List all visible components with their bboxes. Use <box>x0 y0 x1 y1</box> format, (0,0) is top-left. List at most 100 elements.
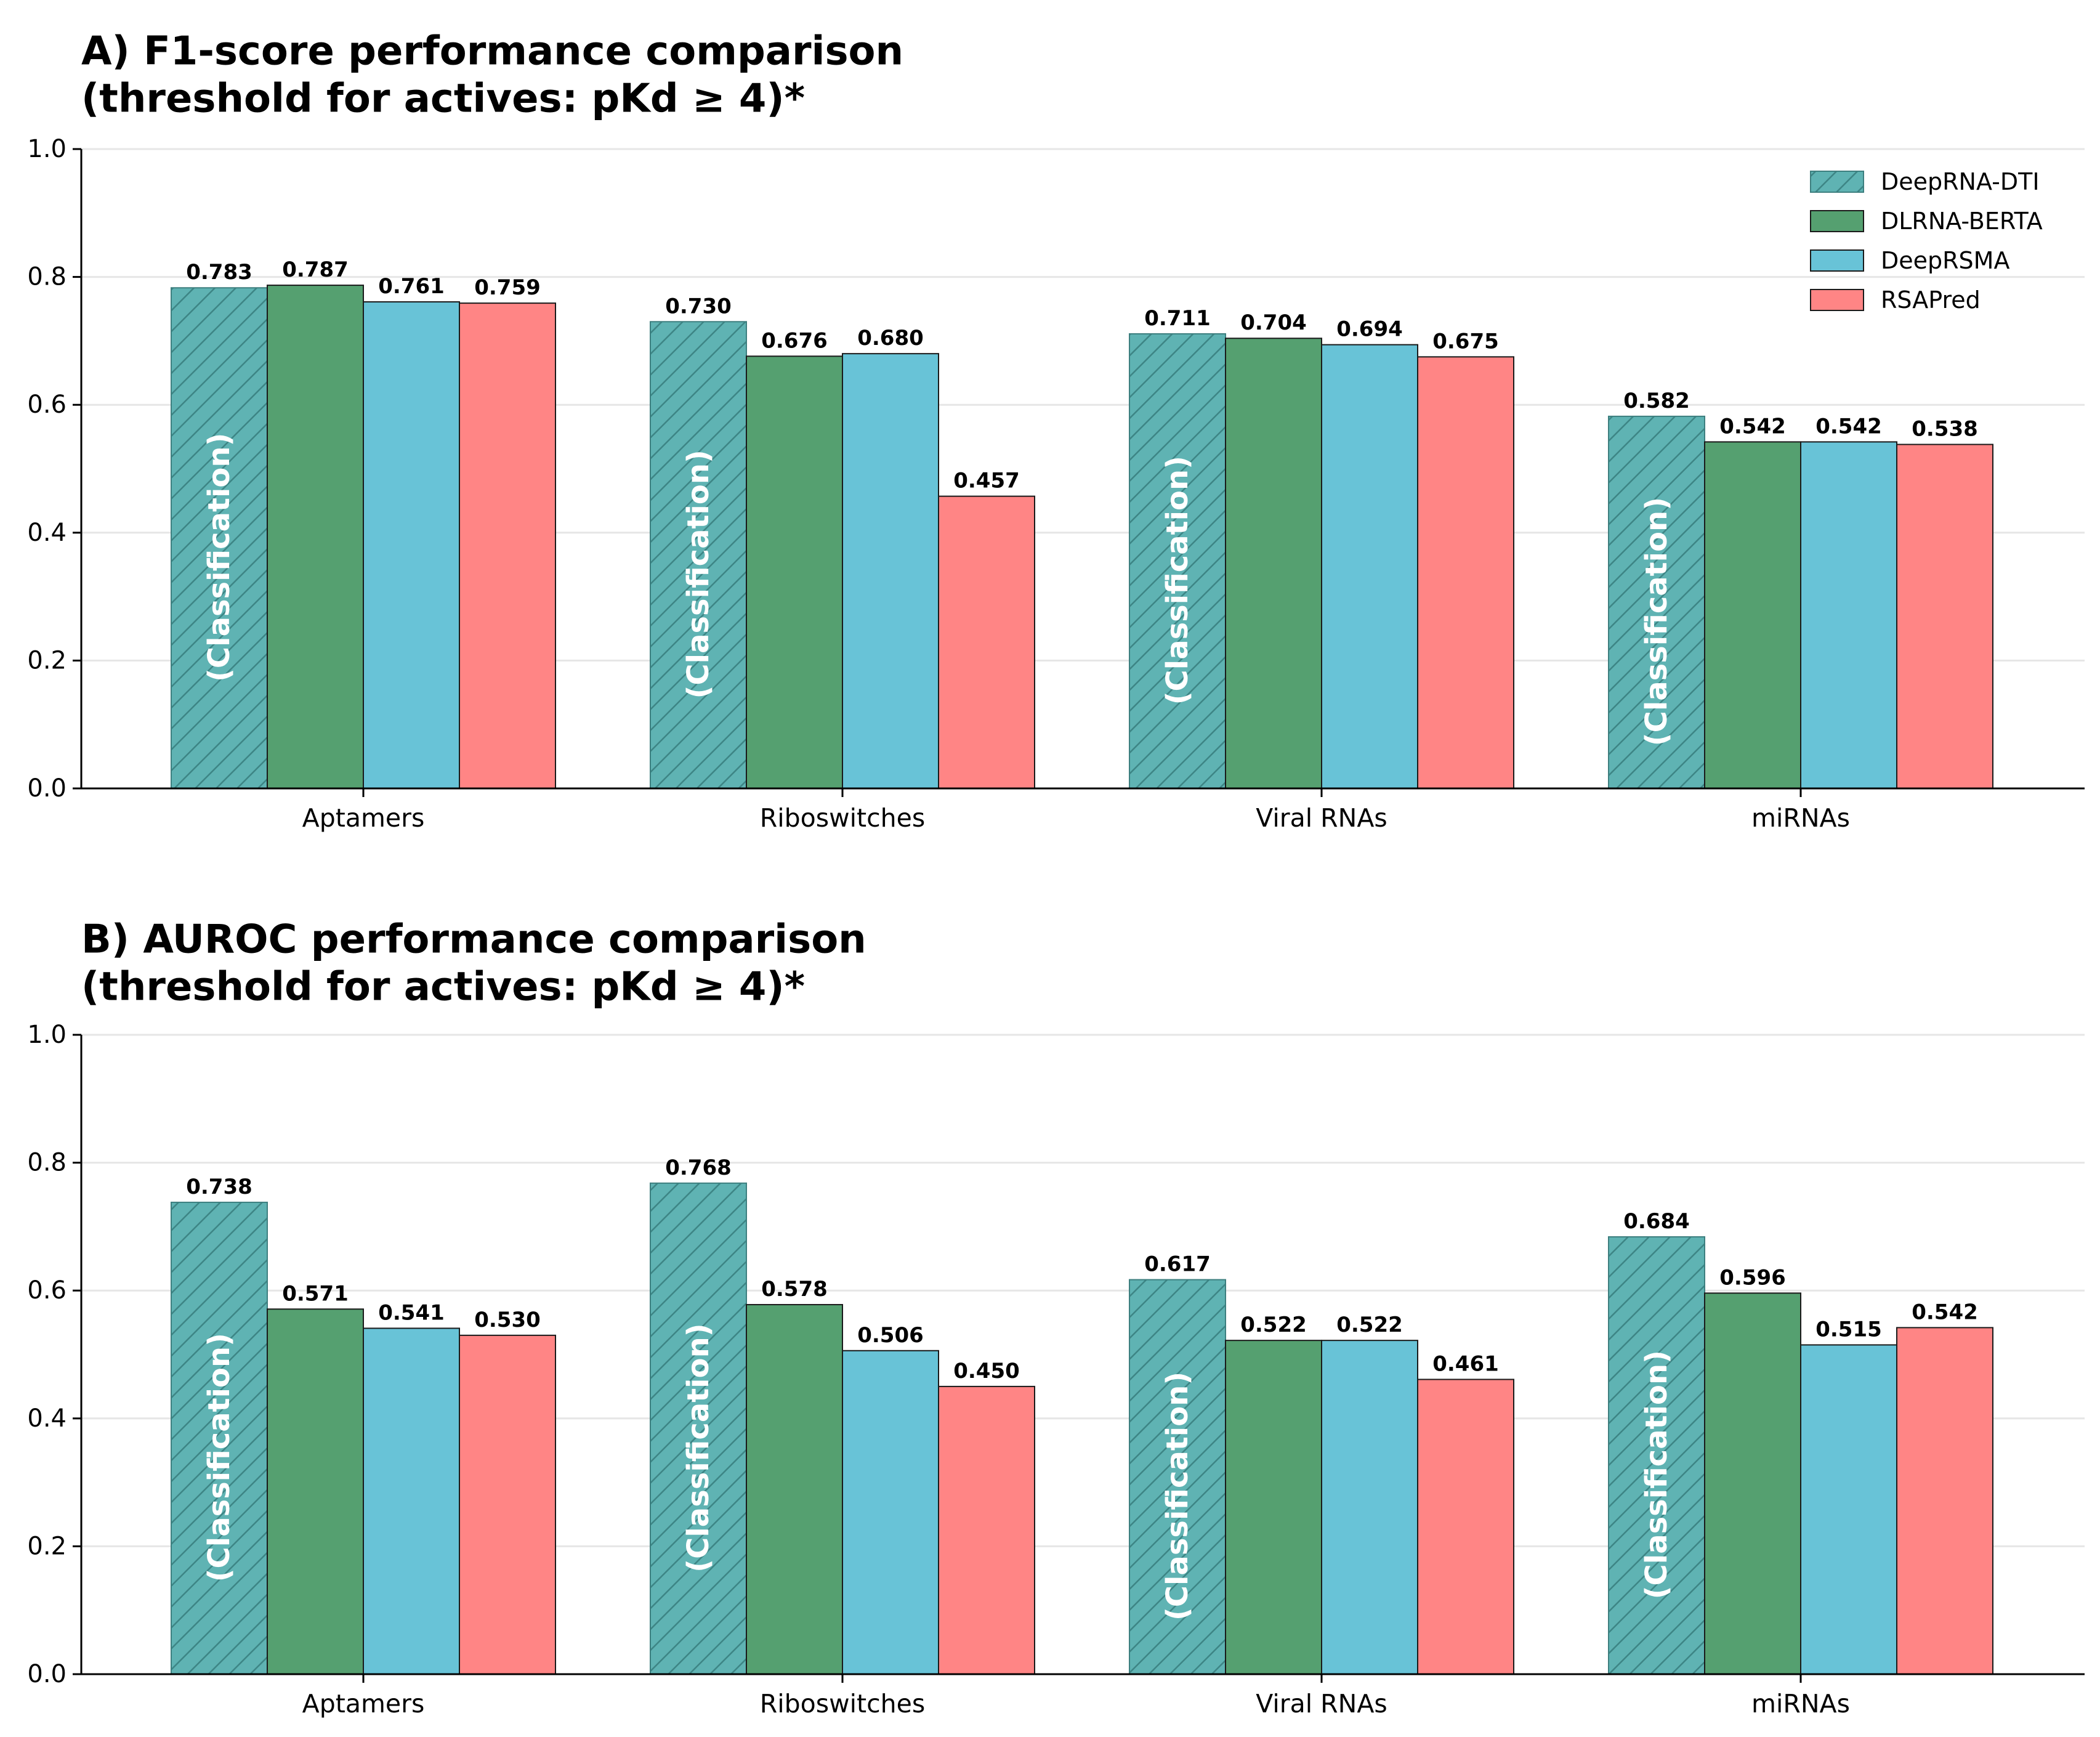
legend-label: DeepRNA-DTI <box>1881 168 2040 195</box>
bar-deeprna-dti <box>650 1182 747 1675</box>
data-label: 0.515 <box>1815 1317 1882 1342</box>
y-tick-label: 0.0 <box>27 1660 67 1688</box>
x-tick-label: miRNAs <box>1751 1689 1850 1719</box>
bar-dlrna-berta <box>1225 1340 1322 1675</box>
chart-subtitle: (threshold for actives: pKd ≥ 4)* <box>81 964 805 1010</box>
bar-deeprsma <box>1321 1340 1418 1675</box>
y-tick-label: 0.4 <box>27 1404 67 1433</box>
data-label: 0.541 <box>378 1300 445 1325</box>
y-tick-label: 0.2 <box>27 646 67 674</box>
data-label: 0.738 <box>186 1175 252 1199</box>
bar-deeprsma <box>1800 441 1897 789</box>
bar-rsapred <box>459 1334 556 1675</box>
bar-annotation: (Classification) <box>1639 1350 1674 1600</box>
chart-title: B) AUROC performance comparison <box>81 917 866 962</box>
data-label: 0.571 <box>282 1281 349 1306</box>
bar-deeprna-dti <box>650 321 747 789</box>
bar-deeprsma <box>1800 1344 1897 1675</box>
legend-swatch <box>1810 289 1864 311</box>
bar-annotation: (Classification) <box>1160 1372 1195 1621</box>
y-tick-label: 1.0 <box>27 135 67 163</box>
bar-deeprsma <box>1321 344 1418 789</box>
x-tick-label: Viral RNAs <box>1256 1689 1387 1719</box>
data-label: 0.522 <box>1240 1313 1307 1337</box>
y-tick-label: 0.8 <box>27 1149 67 1177</box>
legend-swatch <box>1810 171 1864 193</box>
bar-deeprna-dti <box>1608 415 1705 789</box>
bar-dlrna-berta <box>746 1304 843 1675</box>
bar-annotation: (Classification) <box>202 433 236 682</box>
data-label: 0.680 <box>857 326 924 350</box>
y-tick-label: 1.0 <box>27 1021 67 1049</box>
bar-rsapred <box>1896 1327 1993 1675</box>
bar-dlrna-berta <box>746 355 843 789</box>
x-tick-label: Riboswitches <box>760 1689 925 1719</box>
data-label: 0.542 <box>1912 1300 1978 1324</box>
y-tick-label: 0.6 <box>27 1276 67 1305</box>
bar-annotation: (Classification) <box>202 1333 236 1582</box>
bar-annotation: (Classification) <box>681 450 716 699</box>
data-label: 0.450 <box>953 1359 1020 1383</box>
data-label: 0.530 <box>474 1308 541 1332</box>
bar-annotation: (Classification) <box>1639 497 1674 747</box>
bar-rsapred <box>1417 1379 1514 1675</box>
bar-dlrna-berta <box>1704 441 1801 789</box>
data-label: 0.582 <box>1623 389 1690 413</box>
data-label: 0.783 <box>186 260 252 285</box>
bar-dlrna-berta <box>1704 1292 1801 1675</box>
bar-deeprna-dti <box>1129 333 1226 789</box>
legend-label: RSAPred <box>1881 286 1981 314</box>
bar-deeprsma <box>363 1327 460 1675</box>
x-tick-label: Aptamers <box>302 1689 425 1719</box>
data-label: 0.768 <box>665 1156 732 1180</box>
bar-deeprsma <box>363 301 460 790</box>
x-tick-label: Viral RNAs <box>1256 803 1387 833</box>
data-label: 0.704 <box>1240 310 1307 335</box>
bar-rsapred <box>1417 356 1514 789</box>
data-label: 0.759 <box>474 275 541 300</box>
data-label: 0.711 <box>1144 306 1211 331</box>
legend-swatch <box>1810 210 1864 232</box>
data-label: 0.522 <box>1336 1313 1403 1337</box>
y-tick-label: 0.8 <box>27 263 67 291</box>
legend-label: DeepRSMA <box>1881 247 2009 274</box>
data-label: 0.506 <box>857 1323 924 1348</box>
y-tick-label: 0.2 <box>27 1532 67 1560</box>
bar-dlrna-berta <box>267 1308 364 1675</box>
data-label: 0.684 <box>1623 1209 1690 1234</box>
bar-rsapred <box>938 495 1035 789</box>
bar-rsapred <box>1896 443 1993 789</box>
data-label: 0.542 <box>1719 414 1786 439</box>
data-label: 0.578 <box>761 1277 828 1302</box>
x-tick-label: miRNAs <box>1751 803 1850 833</box>
bar-annotation: (Classification) <box>681 1323 716 1573</box>
data-label: 0.461 <box>1432 1351 1499 1376</box>
data-label: 0.694 <box>1336 317 1403 342</box>
bar-deeprna-dti <box>171 287 268 790</box>
legend-swatch <box>1810 249 1864 272</box>
y-tick-label: 0.4 <box>27 519 67 547</box>
data-label: 0.596 <box>1719 1265 1786 1290</box>
bar-annotation: (Classification) <box>1160 456 1195 705</box>
bar-dlrna-berta <box>267 285 364 789</box>
bar-deeprsma <box>842 1350 939 1675</box>
data-label: 0.617 <box>1144 1252 1211 1277</box>
data-label: 0.542 <box>1815 414 1882 439</box>
data-label: 0.457 <box>953 469 1020 493</box>
data-label: 0.730 <box>665 294 732 318</box>
bar-deeprna-dti <box>171 1201 268 1675</box>
data-label: 0.676 <box>761 328 828 353</box>
data-label: 0.675 <box>1432 329 1499 354</box>
chart-subtitle: (threshold for actives: pKd ≥ 4)* <box>81 76 805 121</box>
bar-deeprsma <box>842 353 939 789</box>
data-label: 0.787 <box>282 257 349 282</box>
data-label: 0.761 <box>378 274 445 299</box>
y-tick-label: 0.6 <box>27 391 67 419</box>
panel-a-f1-score: A) F1-score performance comparison(thres… <box>27 28 2085 833</box>
bar-dlrna-berta <box>1225 338 1322 789</box>
chart-title: A) F1-score performance comparison <box>81 28 903 74</box>
bar-deeprna-dti <box>1608 1236 1705 1675</box>
legend-label: DLRNA-BERTA <box>1881 208 2043 235</box>
data-label: 0.538 <box>1912 417 1978 442</box>
